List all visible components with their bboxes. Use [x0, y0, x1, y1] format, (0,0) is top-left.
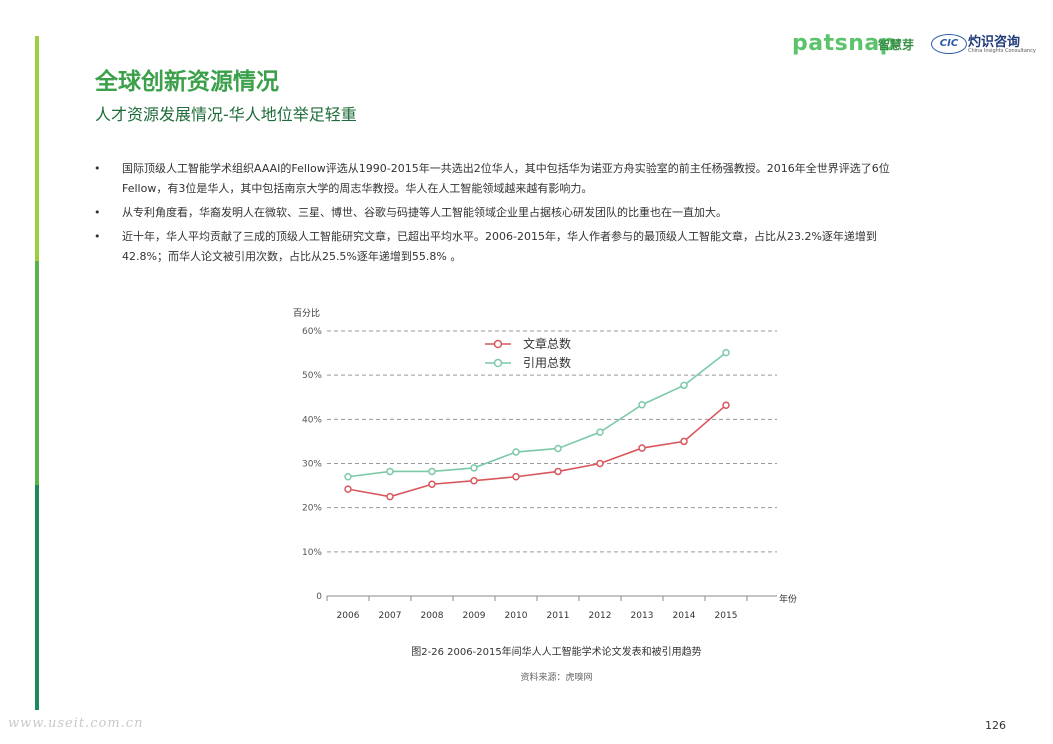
data-point — [596, 459, 604, 468]
data-point — [596, 428, 604, 436]
bullet-marker: • — [94, 162, 101, 175]
data-point — [638, 401, 646, 409]
legend-swatch-marker — [493, 339, 503, 349]
data-point — [344, 485, 352, 493]
cic-logo-cn: 灼识咨询 — [968, 35, 1021, 50]
x-tick-label: 2015 — [715, 611, 738, 621]
x-tick-label: 2007 — [379, 611, 402, 621]
bullet-marker: • — [94, 230, 101, 243]
data-point — [344, 473, 352, 481]
data-point — [470, 476, 478, 485]
data-point — [554, 444, 562, 453]
data-point — [554, 467, 562, 476]
data-point — [386, 467, 394, 476]
bullet-marker: • — [94, 206, 101, 219]
legend-label: 引用总数 — [523, 355, 571, 370]
x-tick-label: 2011 — [547, 611, 570, 621]
data-point — [722, 348, 730, 357]
y-axis-title: 百分比 — [293, 307, 320, 319]
y-tick-label: 30% — [302, 460, 322, 470]
legend-label: 文章总数 — [523, 336, 571, 351]
x-tick-label: 2013 — [631, 611, 654, 621]
accent-bar-top — [35, 36, 39, 261]
x-tick-label: 2012 — [589, 611, 612, 621]
x-tick-label: 2009 — [463, 611, 486, 621]
data-point — [638, 444, 646, 452]
x-tick-label: 2008 — [421, 611, 444, 621]
y-tick-label: 60% — [302, 327, 322, 337]
page-subtitle: 人才资源发展情况-华人地位举足轻重 — [95, 105, 357, 124]
data-point — [512, 473, 520, 481]
bullet-text: 国际顶级人工智能学术组织AAAI的Fellow评选从1990-2015年一共选出… — [122, 162, 890, 195]
cic-logo-en: China Insights Consultancy — [968, 48, 1036, 54]
accent-bar-bottom — [35, 485, 39, 710]
data-point — [680, 437, 688, 446]
data-point — [512, 448, 520, 456]
bullet-item: • 从专利角度看，华裔发明人在微软、三星、博世、谷歌与码捷等人工智能领域企业里占… — [92, 203, 922, 223]
y-tick-label: 40% — [302, 415, 322, 425]
x-tick-label: 2014 — [673, 611, 696, 621]
page-number: 126 — [985, 719, 1006, 732]
cic-logo: CIC — [931, 34, 967, 54]
data-point — [428, 480, 436, 489]
y-tick-label: 20% — [302, 504, 322, 514]
data-point — [680, 381, 688, 390]
data-point — [470, 464, 478, 472]
line-chart: 0 10% 20% 30% 40% 50% 60% 2006 2007 2008 2009 2010 2… — [293, 307, 797, 621]
series-line — [347, 404, 727, 498]
series-line — [347, 352, 727, 478]
bullet-item: • 近十年，华人平均贡献了三成的顶级人工智能研究文章，已超出平均水平。2006-… — [92, 227, 922, 267]
bullet-item: • 国际顶级人工智能学术组织AAAI的Fellow评选从1990-2015年一共… — [92, 159, 922, 199]
bullet-list: • 国际顶级人工智能学术组织AAAI的Fellow评选从1990-2015年一共… — [92, 159, 922, 271]
accent-bar-middle — [35, 261, 39, 485]
y-tick-label: 50% — [302, 371, 322, 381]
bullet-text: 近十年，华人平均贡献了三成的顶级人工智能研究文章，已超出平均水平。2006-20… — [122, 230, 877, 263]
figure-caption: 图2-26 2006-2015年间华人人工智能学术论文发表和被引用趋势 — [411, 647, 702, 658]
legend-swatch-marker — [493, 358, 503, 368]
patsnap-logo: patsnap — [792, 31, 896, 56]
x-axis-title: 年份 — [779, 593, 797, 605]
data-point — [722, 401, 730, 409]
y-tick-label: 0 — [316, 592, 322, 602]
x-tick-label: 2010 — [505, 611, 528, 621]
page-title: 全球创新资源情况 — [95, 69, 279, 95]
patsnap-logo-cn: 智慧芽 — [878, 38, 915, 52]
source-note: 资料来源：虎嗅网 — [520, 673, 593, 683]
y-tick-label: 10% — [302, 548, 322, 558]
data-point — [428, 467, 436, 476]
bullet-text: 从专利角度看，华裔发明人在微软、三星、博世、谷歌与码捷等人工智能领域企业里占据核… — [122, 206, 727, 219]
data-point — [386, 492, 394, 501]
watermark: www.useit.com.cn — [8, 716, 144, 731]
x-tick-label: 2006 — [337, 611, 360, 621]
